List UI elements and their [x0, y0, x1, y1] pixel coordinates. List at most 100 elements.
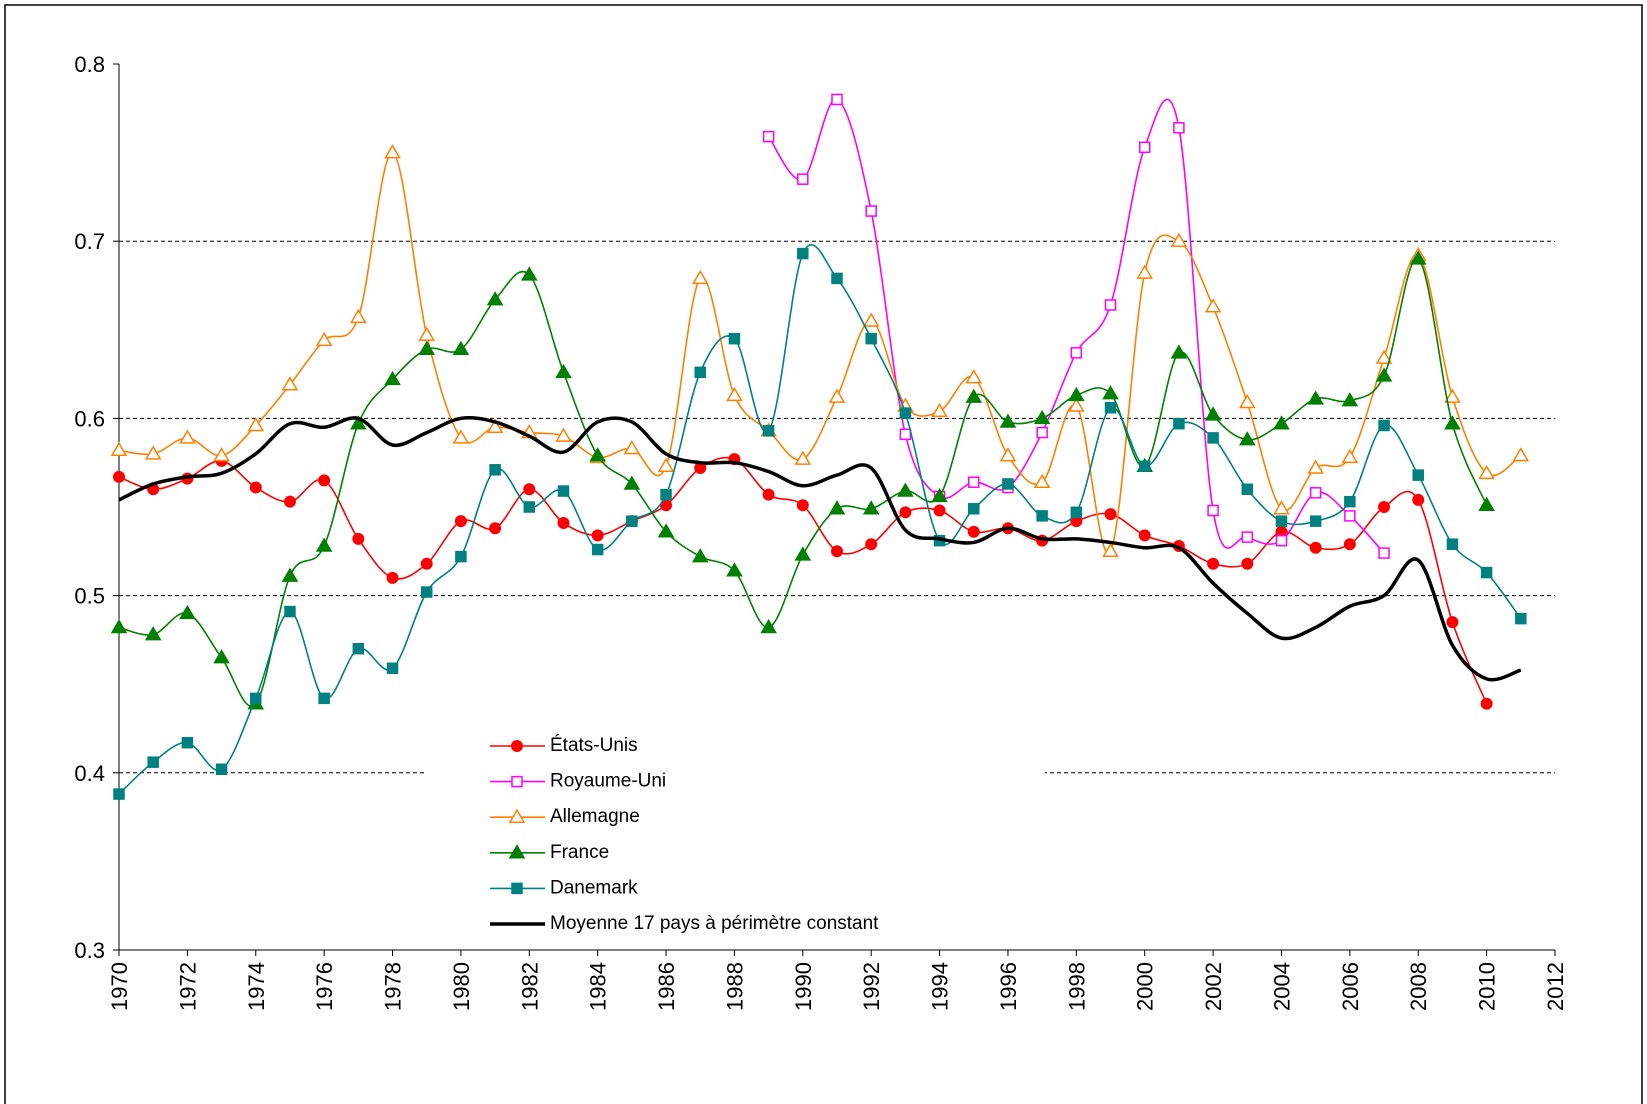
marker	[591, 543, 604, 556]
marker	[249, 481, 262, 494]
marker	[1478, 464, 1495, 480]
marker	[796, 499, 809, 512]
marker	[489, 464, 501, 476]
marker	[1070, 506, 1083, 519]
marker	[352, 643, 365, 655]
marker	[1480, 697, 1493, 710]
marker	[113, 470, 125, 483]
marker	[999, 413, 1017, 428]
x-tick-label: 1988	[722, 962, 747, 1011]
marker	[508, 808, 526, 823]
marker	[181, 736, 194, 749]
marker	[508, 844, 526, 859]
marker	[1412, 469, 1424, 481]
marker	[1307, 390, 1324, 405]
marker	[1170, 344, 1188, 359]
x-tick-label: 1990	[791, 962, 816, 1011]
marker	[931, 487, 948, 503]
legend-label: États-Unis	[550, 735, 638, 756]
marker	[1512, 447, 1530, 462]
x-tick-label: 1972	[175, 962, 200, 1011]
marker	[1104, 299, 1117, 311]
marker	[726, 386, 743, 402]
marker	[315, 331, 333, 347]
marker	[1378, 419, 1390, 432]
marker	[694, 462, 707, 475]
series	[113, 453, 1493, 710]
marker	[520, 266, 538, 281]
marker	[831, 545, 843, 558]
marker	[831, 93, 843, 106]
marker	[760, 619, 777, 634]
marker	[862, 500, 880, 515]
marker	[523, 483, 536, 496]
marker	[283, 495, 296, 508]
marker	[454, 515, 467, 528]
marker	[1173, 417, 1185, 430]
marker	[318, 692, 330, 705]
marker	[1309, 487, 1322, 499]
marker	[1204, 406, 1222, 421]
marker	[350, 308, 367, 324]
marker	[386, 662, 399, 675]
marker	[511, 882, 523, 895]
marker	[420, 557, 433, 570]
marker	[420, 586, 433, 598]
marker	[1375, 367, 1393, 382]
marker	[179, 604, 196, 620]
marker	[931, 402, 948, 418]
marker	[555, 363, 572, 379]
y-tick-label: 0.3	[74, 938, 105, 963]
marker	[452, 340, 470, 356]
marker	[865, 538, 878, 551]
marker	[999, 447, 1017, 462]
marker	[691, 269, 709, 285]
x-tick-label: 1998	[1064, 962, 1089, 1011]
x-tick-label: 1992	[859, 962, 884, 1011]
marker	[110, 619, 128, 634]
marker	[511, 775, 523, 788]
marker	[247, 416, 265, 432]
series	[118, 416, 1522, 682]
x-tick-label: 1974	[244, 962, 269, 1011]
marker	[281, 567, 299, 582]
marker	[862, 312, 880, 327]
marker	[511, 740, 523, 752]
marker	[1344, 495, 1356, 508]
marker	[1241, 483, 1254, 496]
marker	[1375, 349, 1393, 364]
x-tick-label: 2000	[1133, 962, 1158, 1011]
marker	[418, 340, 436, 356]
marker	[1446, 538, 1459, 550]
marker	[1068, 386, 1085, 402]
marker	[1309, 541, 1322, 554]
marker	[762, 130, 775, 143]
marker	[1275, 515, 1288, 527]
x-tick-label: 2010	[1475, 962, 1500, 1011]
marker	[1104, 508, 1117, 521]
x-tick-label: 1970	[107, 962, 132, 1011]
x-tick-label: 2002	[1201, 962, 1226, 1011]
marker	[726, 562, 743, 577]
marker	[794, 450, 812, 465]
marker	[933, 504, 946, 517]
marker	[1036, 510, 1048, 522]
marker	[694, 366, 706, 379]
marker	[1446, 616, 1459, 629]
marker	[1102, 385, 1119, 400]
marker	[352, 532, 365, 545]
marker	[179, 429, 196, 444]
y-tick-label: 0.5	[74, 584, 105, 609]
x-tick-label: 1980	[449, 962, 474, 1011]
series-line	[118, 416, 1522, 682]
marker	[1412, 493, 1425, 506]
marker	[1444, 388, 1461, 403]
legend: États-Unis Royaume-Uni Allemagne France Dane…	[425, 725, 1045, 940]
x-tick-label: 2012	[1543, 962, 1568, 1011]
marker	[1136, 264, 1154, 279]
marker	[660, 499, 673, 512]
marker	[831, 272, 843, 285]
marker	[486, 418, 504, 434]
